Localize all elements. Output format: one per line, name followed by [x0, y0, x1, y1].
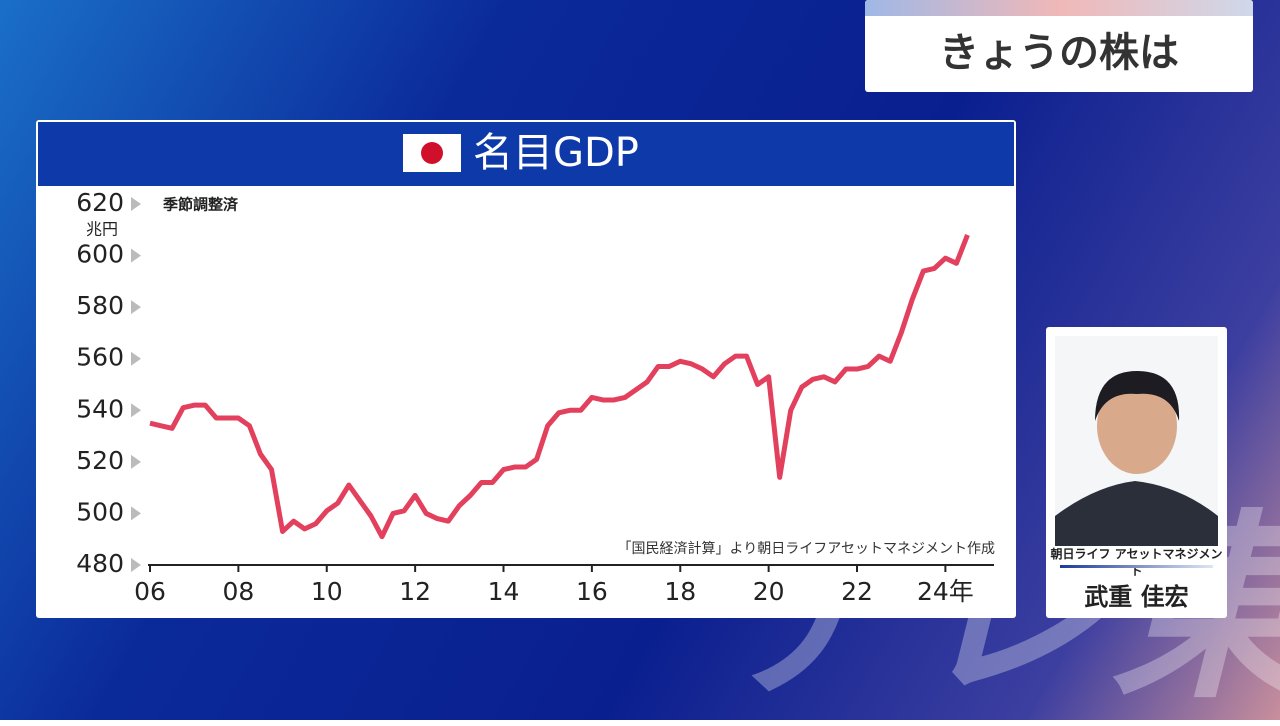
y-tick-mark [131, 558, 141, 572]
presenter-card: 朝日ライフ アセットマネジメント 武重 佳宏 [1046, 327, 1227, 618]
y-tick-mark [131, 454, 141, 469]
x-tick-label: 22 [841, 577, 873, 606]
y-tick-mark [131, 506, 141, 521]
x-tick-label: 16 [576, 577, 608, 606]
x-tick-label: 18 [664, 577, 696, 606]
x-tick-label: 24年 [917, 577, 974, 606]
x-tick-label: 14 [488, 577, 520, 606]
y-tick-label: 480 [76, 549, 124, 578]
x-tick-label: 12 [399, 577, 431, 606]
program-bar [865, 0, 1253, 16]
y-unit: 兆円 [86, 220, 118, 239]
y-tick-mark [131, 248, 141, 263]
source-note: 「国民経済計算」より朝日ライフアセットマネジメント作成 [618, 541, 995, 557]
presenter-photo [1055, 336, 1218, 546]
y-tick-label: 560 [76, 343, 124, 372]
program-card: きょうの株は [865, 0, 1253, 92]
chart-title: 名目GDP [473, 130, 639, 176]
y-tick-label: 540 [76, 394, 124, 423]
y-tick-label: 620 [76, 188, 124, 217]
y-tick-mark [131, 197, 141, 211]
x-tick-label: 20 [753, 577, 785, 606]
chart-header [38, 122, 1014, 186]
y-tick-label: 600 [76, 240, 124, 269]
program-title: きょうの株は [939, 30, 1179, 76]
flag-sun [421, 142, 443, 164]
y-tick-mark [131, 351, 141, 366]
y-tick-mark [131, 300, 141, 315]
x-tick-label: 08 [222, 577, 254, 606]
x-tick-label: 06 [134, 577, 166, 606]
y-tick-label: 580 [76, 291, 124, 320]
presenter-name: 武重 佳宏 [1084, 583, 1189, 611]
x-tick-label: 10 [311, 577, 343, 606]
chart-subtitle: 季節調整済 [163, 196, 239, 214]
gdp-line [149, 234, 970, 540]
presenter-line [1060, 565, 1213, 568]
y-tick-label: 500 [76, 497, 124, 526]
y-tick-mark [131, 403, 141, 418]
y-tick-label: 520 [76, 446, 124, 475]
